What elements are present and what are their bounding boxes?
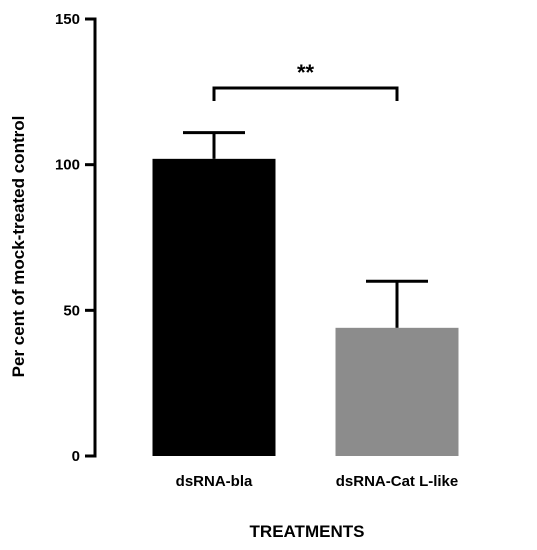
- y-tick-label-150: 150: [55, 11, 80, 28]
- significance-label: **: [297, 60, 315, 85]
- y-axis-title: Per cent of mock-treated control: [9, 116, 28, 378]
- category-labels: dsRNA-bla dsRNA-Cat L-like: [176, 473, 459, 490]
- category-label-1: dsRNA-bla: [176, 473, 253, 490]
- bar-1: [152, 158, 276, 456]
- significance-annotation: **: [212, 60, 399, 101]
- bars: [152, 158, 459, 456]
- y-tick-label-50: 50: [63, 302, 80, 319]
- bar-2: [335, 327, 459, 456]
- y-tick-label-100: 100: [55, 157, 80, 174]
- significance-bracket: [212, 86, 399, 101]
- x-axis-title: TREATMENTS: [250, 522, 365, 541]
- y-axis: 0 50 100 150: [55, 11, 97, 465]
- category-label-2: dsRNA-Cat L-like: [336, 473, 459, 490]
- error-bars: [183, 131, 428, 328]
- y-tick-label-0: 0: [72, 448, 80, 465]
